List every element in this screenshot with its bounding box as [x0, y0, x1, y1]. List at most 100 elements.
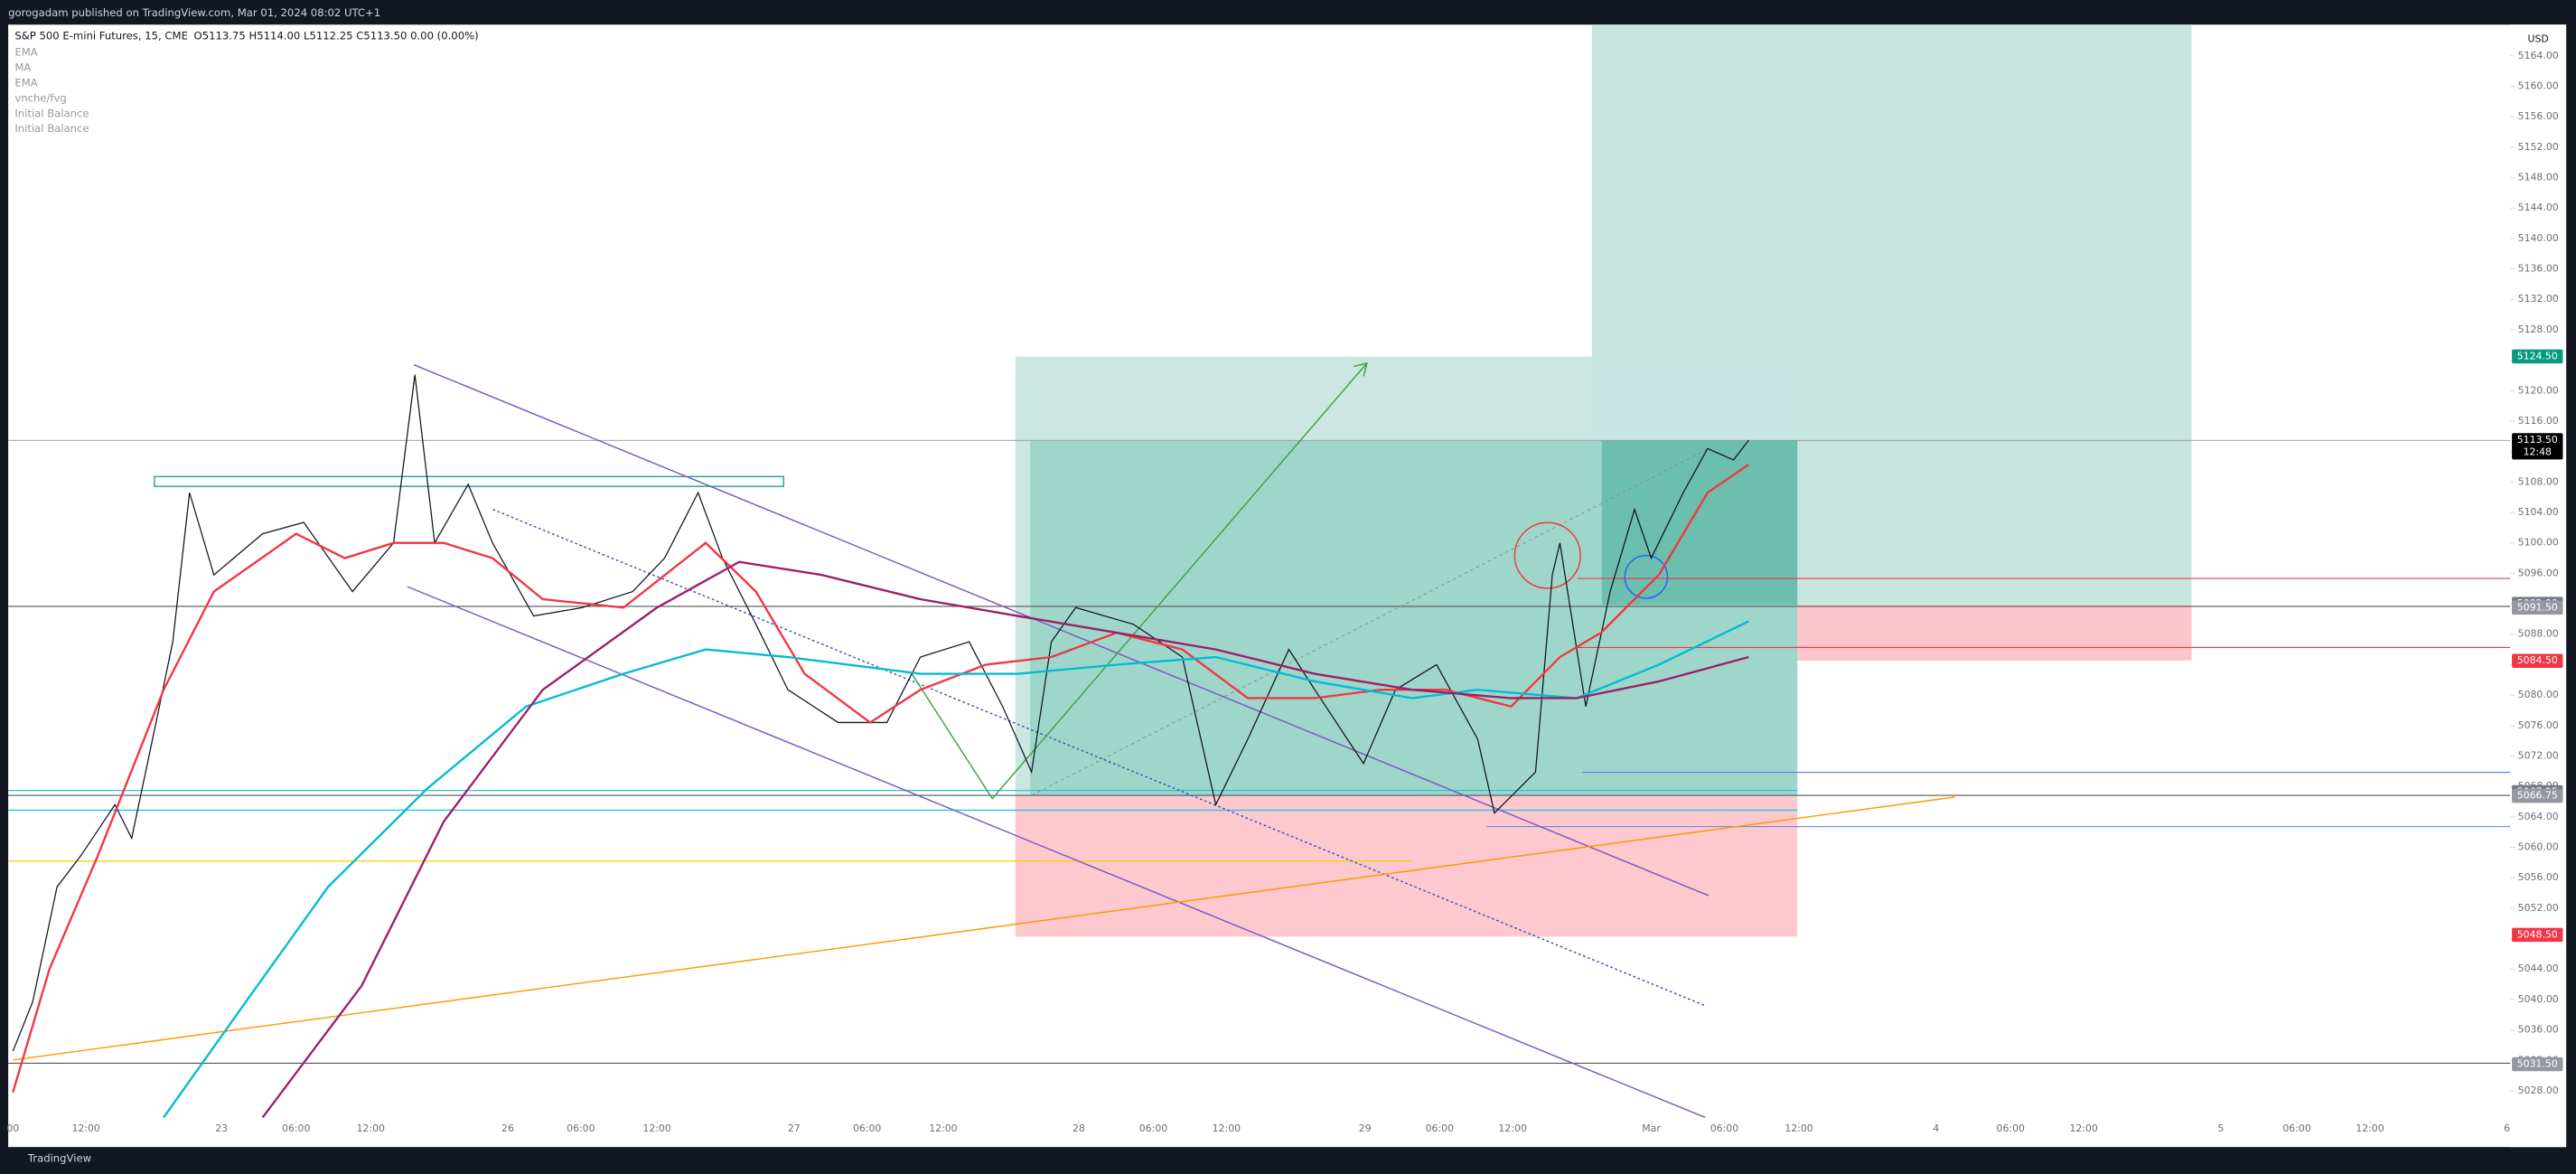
y-tick-label: 5156.00: [2518, 110, 2559, 122]
series-line: [12, 464, 1750, 1094]
series-line: [163, 620, 1749, 1119]
price-label-box: [2512, 927, 2563, 943]
x-tick-label: 12:00: [642, 1122, 670, 1134]
price-label: 5124.50: [2517, 350, 2558, 362]
y-tick-label: 5088.00: [2518, 628, 2559, 640]
axes: 5028.005032.005036.005040.005044.005048.…: [6, 50, 2563, 1134]
y-tick-label: 5036.00: [2518, 1024, 2559, 1036]
footer: TradingView: [27, 1151, 92, 1164]
y-tick-label: 5064.00: [2518, 811, 2559, 822]
x-tick-label: 26: [501, 1122, 514, 1134]
trend-line: [13, 796, 1955, 1061]
price-label: 5084.50: [2517, 654, 2558, 666]
y-tick-label: 5028.00: [2518, 1085, 2559, 1096]
legend-entry: vnche/fvg: [14, 91, 66, 104]
currency: USD: [2528, 33, 2549, 45]
y-tick-label: 5140.00: [2518, 232, 2559, 244]
y-tick-label: 5060.00: [2518, 841, 2559, 853]
price-label: 5048.50: [2517, 928, 2558, 940]
price-label: 5113.50: [2517, 434, 2558, 446]
series-line: [12, 374, 1749, 1052]
highlight-circle: [1513, 521, 1581, 589]
x-tick-label: 29: [1359, 1122, 1372, 1134]
price-axis: [2510, 24, 2567, 1148]
y-tick-label: 5144.00: [2518, 202, 2559, 213]
x-tick-label: 12:00: [1784, 1122, 1813, 1134]
price-label: 5066.75: [2517, 790, 2558, 802]
price-label-box: [2512, 433, 2563, 460]
x-tick-label: 12:00: [2356, 1122, 2384, 1134]
x-tick-label: 28: [1073, 1122, 1085, 1134]
x-tick-label: 12:00: [1213, 1122, 1241, 1134]
y-tick-label: 5044.00: [2518, 963, 2559, 974]
x-tick-label: 5: [2217, 1122, 2224, 1134]
highlight-circle: [1624, 554, 1669, 599]
stop-zone: [1015, 795, 1798, 937]
plot: [12, 374, 1750, 1119]
price-label: 5031.50: [2517, 1058, 2558, 1070]
x-tick-label: 12:00: [71, 1122, 99, 1134]
y-tick-label: 5040.00: [2518, 993, 2559, 1005]
ohlc: O5113.75 H5114.00 L5112.25 C5113.50 0.00…: [194, 30, 479, 42]
y-tick-label: 5072.00: [2518, 749, 2559, 761]
y-tick-label: 5100.00: [2518, 537, 2559, 549]
legend-entry: MA: [14, 61, 31, 74]
legend-entry: Initial Balance: [14, 122, 89, 135]
y-tick-label: 5056.00: [2518, 871, 2559, 883]
x-tick-label: 6: [2504, 1122, 2510, 1134]
x-tick-label: 23: [215, 1122, 228, 1134]
x-tick-label: 4: [1933, 1122, 1939, 1134]
x-tick-label: 06:00: [1139, 1122, 1167, 1134]
drawings: [8, 24, 2511, 1119]
x-tick-label: 06:00: [1710, 1122, 1738, 1134]
x-tick-label: 12:00: [1499, 1122, 1527, 1134]
x-tick-label: Mar: [1642, 1122, 1661, 1134]
arrow: [911, 362, 1368, 800]
y-tick-label: 5052.00: [2518, 902, 2559, 914]
price-label: 5091.50: [2517, 601, 2558, 613]
y-tick-label: 5120.00: [2518, 384, 2559, 396]
arrow-head: [1354, 362, 1368, 377]
y-tick-label: 5080.00: [2518, 689, 2559, 700]
x-tick-label: 06:00: [282, 1122, 310, 1134]
target-zone: [1601, 440, 1798, 606]
price-label-time: 12:48: [2524, 446, 2552, 457]
price-label-box: [2512, 349, 2563, 364]
y-tick-label: 5136.00: [2518, 263, 2559, 275]
y-tick-label: 5104.00: [2518, 506, 2559, 518]
y-tick-label: 5108.00: [2518, 475, 2559, 487]
y-tick-label: 5076.00: [2518, 719, 2559, 731]
legend-entry: Initial Balance: [14, 107, 89, 119]
price-label-box: [2512, 653, 2563, 668]
x-tick-label: 27: [788, 1122, 801, 1134]
y-tick-label: 5116.00: [2518, 415, 2559, 427]
price-label-box: [2512, 788, 2563, 803]
chart-title: S&P 500 E-mini Futures, 15, CME: [14, 30, 188, 42]
x-tick-label: 12:00: [357, 1122, 385, 1134]
y-tick-label: 5132.00: [2518, 293, 2559, 305]
y-tick-label: 5096.00: [2518, 567, 2559, 578]
price-label-box: [2512, 1057, 2563, 1072]
legend: EMA MA EMA vnche/fvg Initial Balance Initial …: [14, 46, 89, 136]
legend-entry: EMA: [14, 46, 37, 59]
x-tick-label: 06:00: [2282, 1122, 2310, 1134]
x-tick-label: 00: [6, 1122, 19, 1134]
y-tick-label: 5164.00: [2518, 50, 2559, 61]
y-tick-label: 5160.00: [2518, 80, 2559, 91]
x-tick-label: 06:00: [853, 1122, 881, 1134]
price-label-box: [2512, 600, 2563, 615]
y-tick-label: 5152.00: [2518, 141, 2559, 153]
x-tick-label: 12:00: [2069, 1122, 2097, 1134]
x-tick-label: 06:00: [567, 1122, 595, 1134]
x-tick-label: 12:00: [929, 1122, 957, 1134]
series-line: [261, 560, 1749, 1119]
x-tick-label: 06:00: [1426, 1122, 1454, 1134]
y-tick-label: 5128.00: [2518, 324, 2559, 335]
y-tick-label: 5148.00: [2518, 172, 2559, 183]
dashed-line: [1031, 447, 1710, 796]
legend-entry: EMA: [14, 77, 37, 89]
channel-mid: [492, 509, 1706, 1007]
header: gorogadam published on TradingView.com, …: [8, 6, 380, 19]
channel-line: [407, 586, 1706, 1119]
